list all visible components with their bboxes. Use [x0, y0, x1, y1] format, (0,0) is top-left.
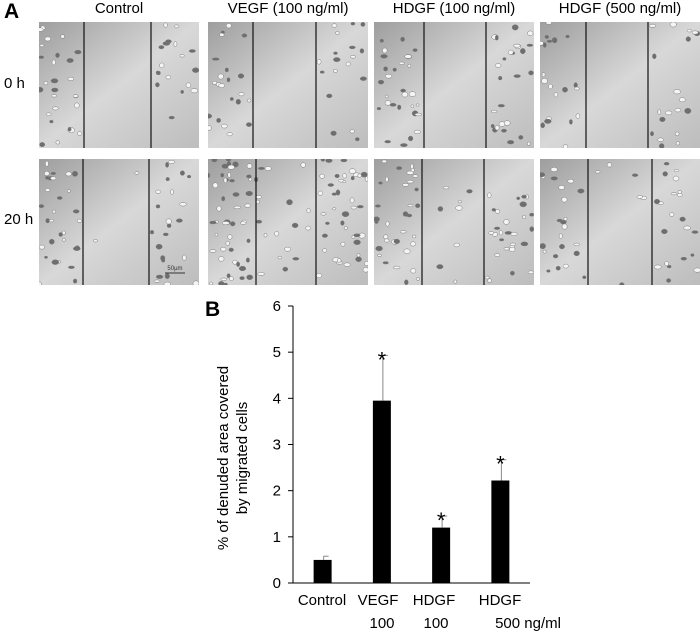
x-sub-label-4: 500 ng/ml [495, 615, 561, 631]
panel-b-label: B [205, 298, 221, 321]
micrograph [540, 159, 700, 285]
row-label-20h: 20 h [4, 211, 34, 228]
significance-marker-2: * [378, 347, 387, 372]
bar-2 [372, 400, 391, 583]
x-category-label-4: HDGF [479, 592, 522, 609]
y-tick-label: 5 [273, 344, 281, 361]
y-tick-label: 0 [273, 575, 281, 592]
micrograph [39, 22, 199, 148]
scale-bar-label: 50μm [167, 266, 182, 272]
micrograph [374, 22, 534, 148]
column-title-hdgf-100: HDGF (100 ng/ml) [392, 0, 516, 17]
micrograph [208, 159, 368, 285]
bar-chart-svg: 0 1 2 3 4 5 6 % of denuded area covered by migra… [215, 298, 561, 632]
bar-chart: 0 1 2 3 4 5 6 % of denuded area covered by migra… [200, 288, 600, 632]
x-category-label-2: VEGF [358, 592, 399, 609]
y-axis-label-line1: % of denuded area covered [215, 366, 232, 550]
x-sub-label-3: 100 [423, 615, 448, 631]
y-tick-label: 1 [273, 529, 281, 546]
y-tick-label: 3 [273, 437, 281, 454]
y-axis-label-line2: by migrated cells [234, 402, 251, 515]
column-title-control: Control [94, 0, 144, 17]
column-title-vegf-100: VEGF (100 ng/ml) [227, 0, 349, 17]
micrograph [374, 159, 534, 285]
significance-marker-4: * [496, 452, 505, 477]
micrograph: 50μm [39, 159, 199, 285]
significance-marker-3: * [437, 508, 446, 533]
panel-a-label: A [4, 0, 20, 23]
bar-3 [432, 527, 451, 583]
micrograph [540, 22, 700, 148]
x-category-label-1: Control [298, 592, 346, 609]
y-tick-label: 2 [273, 483, 281, 500]
bar-1 [313, 559, 332, 583]
y-tick-label: 6 [273, 298, 281, 315]
y-tick-label: 4 [273, 390, 281, 407]
column-title-hdgf-500: HDGF (500 ng/ml) [558, 0, 682, 17]
bar-4 [491, 480, 510, 583]
x-category-label-3: HDGF [413, 592, 456, 609]
x-sub-label-2: 100 [369, 615, 394, 631]
row-label-0h: 0 h [4, 75, 25, 92]
micrograph [208, 22, 368, 148]
